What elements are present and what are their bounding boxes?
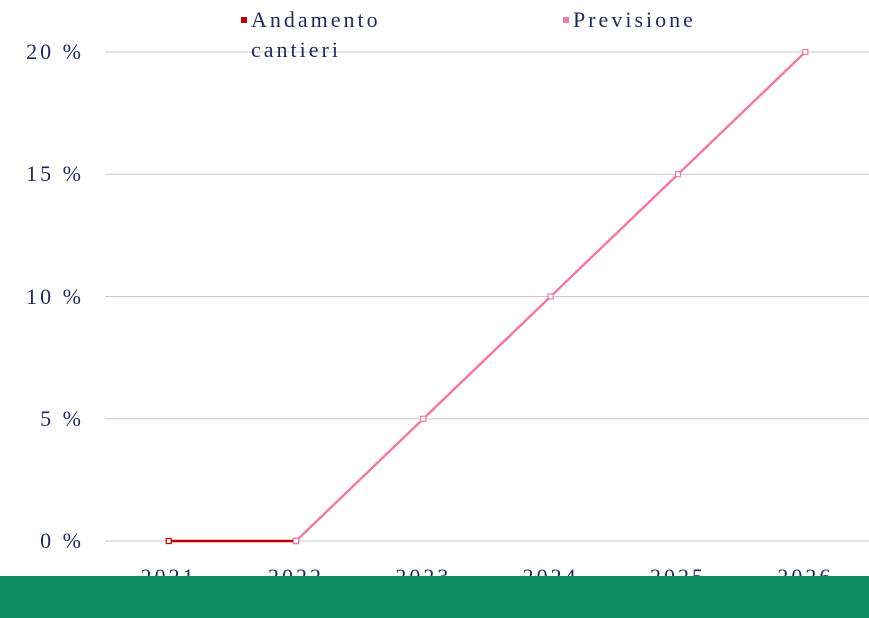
point-marker [547,293,554,300]
legend-label: Previsione [573,7,696,32]
y-tick-label: 15 % [26,161,84,187]
point-marker [292,537,300,545]
point-marker [420,415,427,422]
y-tick-label: 10 % [26,283,84,309]
legend-label: Andamento cantieri [251,7,381,62]
point-marker [165,537,172,545]
y-tick-label: 5 % [40,405,84,431]
point-marker [674,171,682,178]
footer-band [0,576,869,618]
point-marker [802,48,809,56]
legend-swatch [563,17,569,23]
y-tick-label: 0 % [40,528,84,553]
legend-swatch [241,17,247,23]
y-tick-label: 20 % [26,39,84,64]
